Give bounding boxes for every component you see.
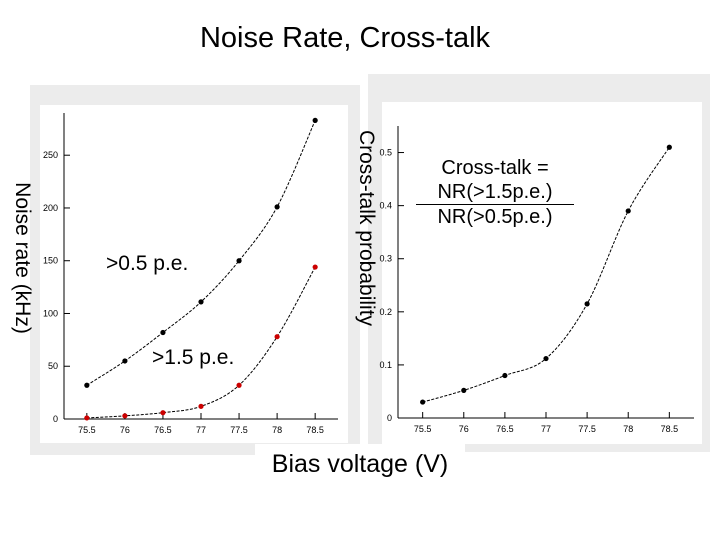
- data-point: [84, 415, 90, 421]
- x-tick-label: 77.5: [578, 424, 596, 434]
- y-tick-label: 0: [387, 413, 392, 423]
- plot-frame: [382, 102, 702, 444]
- series-label-1-5pe: >1.5 p.e.: [152, 346, 235, 369]
- data-point: [160, 329, 166, 336]
- noise-rate-chart: 0 50 100 150 200 250 75.5 76 76.5 77 77.5 78 78.5: [30, 85, 360, 455]
- data-point: [236, 258, 242, 264]
- plot-frame: [40, 105, 348, 443]
- cross-talk-formula: Cross-talk = NR(>1.5p.e.) NR(>0.5p.e.): [410, 156, 580, 229]
- formula-denominator: NR(>0.5p.e.): [437, 206, 553, 228]
- data-point: [420, 399, 426, 405]
- cross-talk-axis-label: Cross-talk probability: [355, 129, 378, 327]
- y-tick-label: 0.4: [379, 201, 392, 211]
- data-point: [461, 387, 467, 393]
- data-point: [198, 403, 204, 409]
- x-tick-label: 75.5: [414, 424, 432, 434]
- data-point: [666, 144, 672, 150]
- x-tick-label: 76: [120, 425, 130, 435]
- x-tick-label: 78: [272, 425, 282, 435]
- data-point: [274, 204, 280, 210]
- data-point: [625, 208, 631, 214]
- data-point: [198, 299, 204, 305]
- data-point: [312, 117, 318, 123]
- x-tick-label: 76.5: [154, 425, 172, 435]
- data-point: [312, 264, 318, 270]
- y-tick-label: 0: [53, 414, 58, 424]
- y-tick-label: 250: [43, 150, 58, 160]
- y-tick-label: 50: [48, 361, 58, 371]
- data-point: [502, 372, 508, 379]
- page-title: Noise Rate, Cross-talk: [199, 22, 491, 54]
- x-tick-label: 78.5: [306, 425, 324, 435]
- x-axis-label: Bias voltage (V): [255, 444, 465, 484]
- cross-talk-chart: 0 0.1 0.2 0.3 0.4 0.5 75.5 76 76.5 77 77.5 78 78.5: [368, 74, 710, 452]
- x-tick-label: 77.5: [230, 425, 248, 435]
- data-point: [543, 355, 549, 362]
- y-tick-label: 0.5: [379, 148, 392, 158]
- y-tick-label: 0.2: [379, 307, 392, 317]
- data-point: [274, 334, 280, 340]
- series-label-0-5pe: >0.5 p.e.: [106, 252, 189, 275]
- data-point: [122, 358, 128, 364]
- data-point: [160, 410, 166, 416]
- y-tick-label: 100: [43, 308, 58, 318]
- y-tick-label: 150: [43, 256, 58, 266]
- x-tick-label: 78.5: [661, 424, 679, 434]
- x-tick-label: 75.5: [78, 425, 96, 435]
- data-point: [84, 382, 90, 388]
- x-tick-label: 78: [623, 424, 633, 434]
- y-tick-label: 0.3: [379, 254, 392, 264]
- data-point: [584, 301, 590, 307]
- y-tick-label: 200: [43, 203, 58, 213]
- y-tick-label: 0.1: [379, 360, 392, 370]
- formula-lhs: Cross-talk =: [441, 157, 549, 179]
- x-tick-label: 76.5: [496, 424, 514, 434]
- x-tick-label: 76: [459, 424, 469, 434]
- x-tick-label: 77: [541, 424, 551, 434]
- noise-rate-axis-label: Noise rate (kHz): [11, 182, 34, 334]
- data-point: [122, 413, 128, 419]
- formula-numerator: NR(>1.5p.e.): [437, 181, 553, 203]
- data-point: [236, 382, 242, 388]
- fraction-bar: [416, 204, 574, 205]
- x-tick-label: 77: [196, 425, 206, 435]
